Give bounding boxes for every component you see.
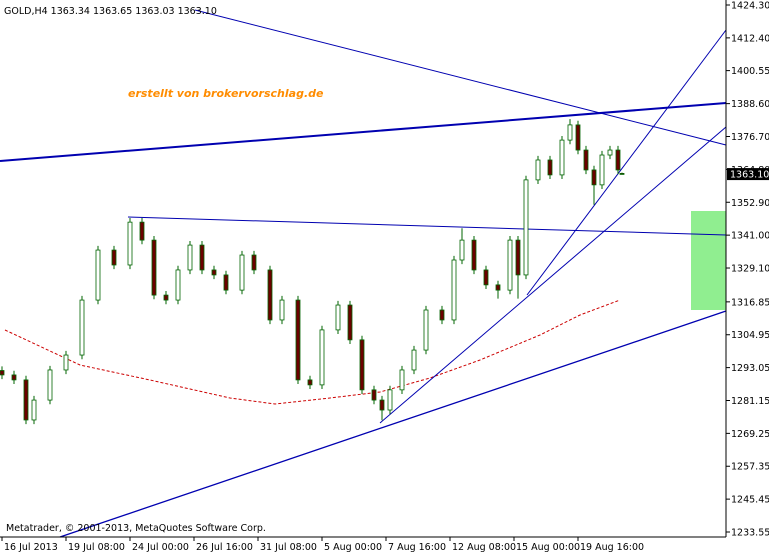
trendline (0, 102, 727, 162)
candle-body (23, 379, 29, 421)
candle-body (95, 249, 101, 301)
candle-body (139, 221, 145, 241)
candle-body (251, 254, 257, 271)
candle-body (607, 149, 613, 156)
zone-box (691, 211, 726, 310)
candle-body (567, 124, 573, 141)
candle-body (379, 399, 385, 411)
last-price-label: 1363.10 (730, 170, 769, 181)
y-tick-label: 1257.35 (731, 462, 769, 473)
candle-body (0, 370, 5, 376)
trendline (379, 126, 727, 424)
y-tick-label: 1304.95 (731, 330, 769, 341)
y-tick-label: 1352.90 (731, 198, 769, 209)
y-tick-label: 1233.55 (731, 527, 769, 538)
candle-body (211, 269, 217, 276)
candle-body (187, 244, 193, 271)
watermark: erstellt von brokervorschlag.de (128, 87, 324, 100)
candle-body (347, 304, 353, 341)
candle-body (471, 239, 477, 271)
x-tick-label: 19 Jul 08:00 (68, 542, 125, 553)
x-tick-label: 26 Jul 16:00 (196, 542, 253, 553)
candle-body (547, 159, 553, 176)
candle-body (615, 149, 621, 171)
y-tick-label: 1269.25 (731, 429, 769, 440)
y-tick-label: 1400.55 (731, 66, 769, 77)
trendline (59, 310, 727, 538)
candle-body (515, 239, 521, 276)
candle-body (307, 379, 313, 386)
last-price-box (727, 168, 769, 181)
y-tick-label: 1329.10 (731, 264, 769, 275)
candle-body (267, 269, 273, 321)
candle-body (507, 239, 513, 291)
candle-body (359, 339, 365, 391)
candle-body (459, 239, 465, 261)
y-tick-label: 1424.30 (731, 1, 769, 12)
candle-body (175, 269, 181, 301)
y-tick-label: 1388.60 (731, 99, 769, 110)
y-tick-label: 1281.15 (731, 396, 769, 407)
y-tick-label: 1316.85 (731, 297, 769, 308)
candle-body (523, 179, 529, 276)
candle-body (223, 274, 229, 291)
candle-body (11, 374, 17, 381)
trendline (194, 9, 727, 146)
candle-body (47, 369, 53, 401)
candle-body (199, 244, 205, 271)
candle-body (483, 269, 489, 286)
candle-body (423, 309, 429, 351)
candle-body (387, 389, 393, 411)
y-tick-label: 1376.70 (731, 132, 769, 143)
symbol-info: GOLD,H4 1363.34 1363.65 1363.03 1363.10 (4, 6, 217, 17)
x-tick-label: 7 Aug 16:00 (388, 542, 446, 553)
x-tick-label: 16 Jul 2013 (4, 542, 58, 553)
candle-body (151, 239, 157, 296)
candle-body (319, 329, 325, 386)
candle-body (127, 221, 133, 266)
y-tick-label: 1293.05 (731, 363, 769, 374)
x-tick-label: 31 Jul 08:00 (260, 542, 317, 553)
candle-body (79, 299, 85, 356)
candle-body (591, 169, 597, 186)
candle-body (583, 149, 589, 171)
moving-average (4, 299, 621, 405)
candle-body (399, 369, 405, 391)
x-tick-label: 24 Jul 00:00 (132, 542, 189, 553)
x-tick-label: 5 Aug 00:00 (324, 542, 382, 553)
x-tick-label: 19 Aug 16:00 (580, 542, 644, 553)
candle-body (619, 173, 625, 175)
candle-body (495, 284, 501, 291)
candles (0, 119, 625, 425)
candle-body (451, 259, 457, 321)
candle-body (559, 139, 565, 176)
candle-body (575, 124, 581, 151)
trendline (127, 216, 727, 236)
candle-body (599, 154, 605, 186)
candle-body (163, 294, 169, 301)
x-tick-label: 15 Aug 00:00 (516, 542, 580, 553)
candle-body (535, 159, 541, 181)
copyright: Metatrader, © 2001-2013, MetaQuotes Soft… (6, 523, 266, 534)
y-tick-label: 1341.00 (731, 231, 769, 242)
candle-body (279, 299, 285, 321)
candle-body (411, 349, 417, 371)
candle-body (439, 309, 445, 321)
candle-body (335, 304, 341, 331)
y-tick-label: 1245.45 (731, 495, 769, 506)
x-tick-label: 12 Aug 08:00 (452, 542, 516, 553)
y-tick-label: 1412.40 (731, 33, 769, 44)
candle-body (371, 389, 377, 401)
trendline (526, 29, 727, 296)
candle-body (63, 354, 69, 371)
candle-body (239, 254, 245, 291)
candle-body (111, 249, 117, 266)
candle-body (295, 299, 301, 381)
candle-body (31, 399, 37, 421)
